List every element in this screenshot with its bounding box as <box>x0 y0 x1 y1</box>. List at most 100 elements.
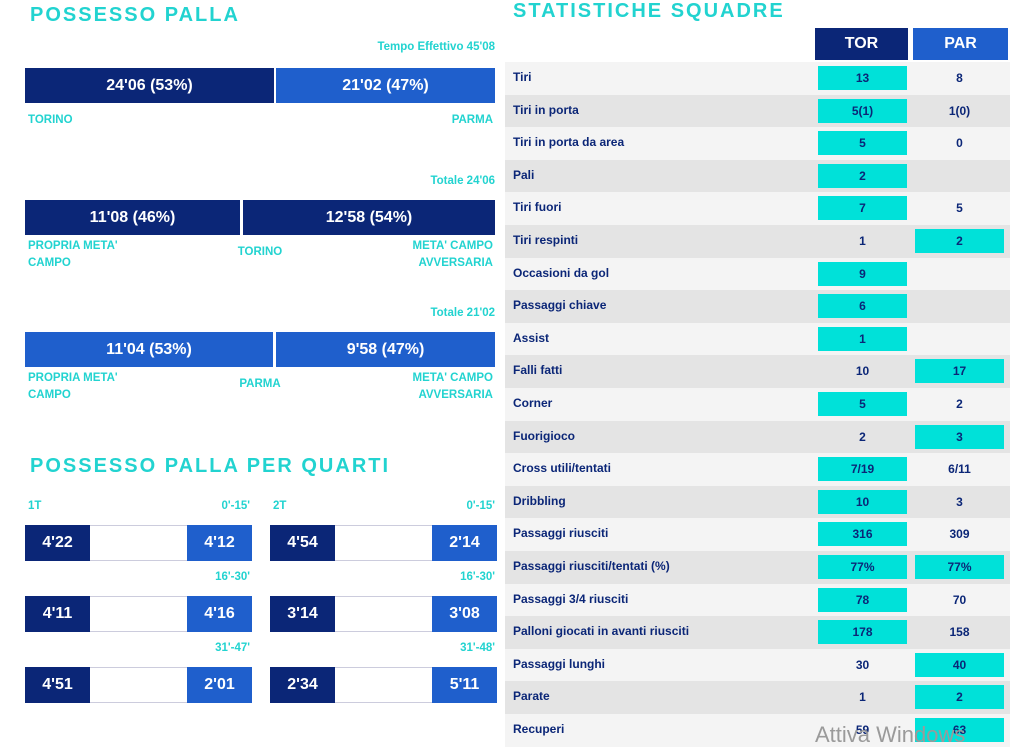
stat-row: Occasioni da gol 9 <box>505 257 1010 291</box>
half-label: 2T <box>273 500 287 512</box>
stat-label: Parate <box>513 689 550 704</box>
stat-par: 70 <box>952 592 967 607</box>
stat-par: 1(0) <box>948 103 971 118</box>
bar-torino: 24'06 (53%) <box>25 68 274 103</box>
section-title: STATISTICHE SQUADRE <box>513 0 785 22</box>
total-label: Totale 24'06 <box>430 175 495 187</box>
stat-label: Fuorigioco <box>513 428 575 443</box>
stat-par <box>915 164 1004 188</box>
bar-opp: 9'58 (47%) <box>276 332 495 367</box>
bar-opp: 12'58 (54%) <box>243 200 495 235</box>
stat-row: Tiri in porta da area 5 0 <box>505 127 1010 160</box>
stat-row: Cross utili/tentati 7/19 6/11 <box>505 453 1010 486</box>
stat-par: 158 <box>949 625 970 640</box>
team-label: TORINO <box>28 114 73 126</box>
stat-par <box>915 294 1004 318</box>
period-label: 16'-30' <box>460 571 495 583</box>
stat-row: Passaggi riusciti 316 309 <box>505 518 1010 551</box>
stat-tor: 7 <box>818 196 907 221</box>
stat-row: Corner 5 2 <box>505 388 1010 421</box>
stat-par: 40 <box>915 652 1004 677</box>
stat-label: Tiri in porta <box>513 102 579 117</box>
half-label: PROPRIA META' CAMPO <box>28 372 118 401</box>
stat-row: Recuperi 59 63 <box>505 714 1010 747</box>
stat-tor: 13 <box>818 66 907 90</box>
stat-row: Passaggi lunghi 30 40 <box>505 648 1010 682</box>
bar-own: 11'04 (53%) <box>25 332 273 367</box>
stat-label: Corner <box>513 396 553 410</box>
stat-row: Assist 1 <box>505 322 1010 356</box>
period-tor: 3'14 <box>270 596 335 632</box>
stat-row: Pali 2 <box>505 159 1010 193</box>
stat-par: 2 <box>915 229 1004 253</box>
stat-par: 5 <box>956 201 963 216</box>
stat-tor: 9 <box>818 261 907 286</box>
stat-label: Tiri <box>513 70 532 84</box>
stat-tor: 6 <box>818 294 907 319</box>
stat-label: Palloni giocati in avanti riusciti <box>513 624 690 639</box>
stat-label: Pali <box>513 167 535 182</box>
stat-row: Dribbling 10 3 <box>505 485 1010 519</box>
period-tor: 4'22 <box>25 525 90 561</box>
stat-label: Assist <box>513 330 550 345</box>
header-tor: TOR <box>815 28 908 60</box>
period-label: 16'-30' <box>215 571 250 583</box>
stat-tor: 7/19 <box>818 457 907 482</box>
effective-time: Tempo Effettivo 45'08 <box>377 41 495 53</box>
period-par: 3'08 <box>432 596 497 632</box>
stat-row: Fuorigioco 2 3 <box>505 420 1010 454</box>
stat-label: Recuperi <box>513 722 565 736</box>
stat-row: Falli fatti 10 17 <box>505 355 1010 388</box>
stat-par: 17 <box>915 359 1004 384</box>
period-label: 0'-15' <box>221 500 251 512</box>
stat-tor: 10 <box>855 364 870 379</box>
period-tor: 4'54 <box>270 525 335 561</box>
bar-own: 11'08 (46%) <box>25 200 240 235</box>
stat-tor: 59 <box>855 723 870 737</box>
stat-label: Falli fatti <box>513 363 563 378</box>
stat-label: Dribbling <box>513 493 566 508</box>
stat-par: 3 <box>956 494 963 509</box>
stat-tor: 2 <box>859 429 866 444</box>
period-par: 2'14 <box>432 525 497 561</box>
stat-tor: 78 <box>818 587 907 612</box>
stat-label: Cross utili/tentati <box>513 461 612 476</box>
stat-row: Palloni giocati in avanti riusciti 178 158 <box>505 616 1010 649</box>
stat-tor: 178 <box>818 620 907 645</box>
stat-label: Passaggi chiave <box>513 298 607 313</box>
stat-tor: 316 <box>818 522 907 547</box>
stat-row: Passaggi 3/4 riusciti 78 70 <box>505 583 1010 617</box>
stat-label: Passaggi riusciti/tentati (%) <box>513 559 670 573</box>
total-label: Totale 21'02 <box>430 307 495 319</box>
period-tor: 4'51 <box>25 667 90 703</box>
stat-par: 6/11 <box>948 462 971 477</box>
stat-par: 2 <box>915 685 1004 710</box>
stat-par: 8 <box>956 71 963 85</box>
stat-tor: 10 <box>818 489 907 514</box>
stat-label: Passaggi 3/4 riusciti <box>513 591 629 606</box>
stat-tor: 5 <box>818 131 907 156</box>
team-label: TORINO <box>237 246 283 258</box>
stat-tor: 30 <box>855 657 870 672</box>
half-label: 1T <box>28 500 42 512</box>
stat-tor: 1 <box>818 326 907 351</box>
period-label: 0'-15' <box>466 500 496 512</box>
stat-label: Passaggi lunghi <box>513 656 606 671</box>
stat-label: Occasioni da gol <box>513 265 610 280</box>
stat-tor: 5(1) <box>818 98 907 123</box>
stat-row: Tiri 13 8 <box>505 62 1010 95</box>
half-label: META' CAMPO AVVERSARIA <box>412 240 493 269</box>
period-tor: 4'11 <box>25 596 90 632</box>
section-title: POSSESSO PALLA <box>30 4 240 26</box>
stat-row: Tiri fuori 7 5 <box>505 192 1010 225</box>
header-par: PAR <box>913 28 1008 60</box>
period-par: 4'16 <box>187 596 252 632</box>
half-label: META' CAMPO AVVERSARIA <box>412 372 493 401</box>
stat-tor: 1 <box>859 234 866 248</box>
stat-tor: 5 <box>818 392 907 416</box>
stat-label: Tiri fuori <box>513 200 562 215</box>
section-title: POSSESSO PALLA PER QUARTI <box>30 455 391 477</box>
period-label: 31'-47' <box>215 642 250 654</box>
period-par: 2'01 <box>187 667 252 703</box>
